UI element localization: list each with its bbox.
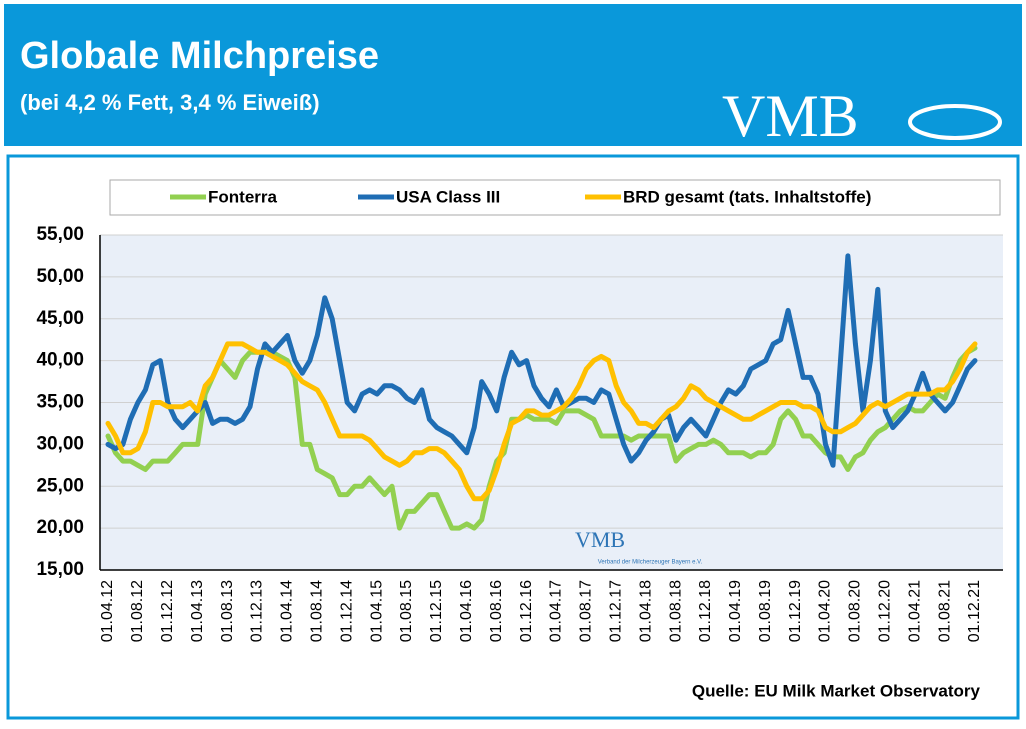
legend-label: USA Class III [396,187,500,206]
legend-label: BRD gesamt (tats. Inhaltstoffe) [623,187,871,206]
line-series [105,253,978,468]
x-tick-label: 01.08.12 [129,580,146,642]
x-tick-label: 01.12.15 [428,580,445,642]
line-series [105,341,978,502]
logo-swirl [908,104,1002,140]
x-tick-label: 01.08.20 [847,580,864,642]
subtitle: (bei 4,2 % Fett, 3,4 % Eiweiß) [20,90,320,115]
x-tick-label: 01.04.21 [906,580,923,642]
x-tick-label: 01.04.19 [727,580,744,642]
y-tick-label: 45,00 [36,308,84,329]
y-tick-label: 55,00 [36,224,84,245]
watermark: VMB [575,527,625,552]
x-tick-label: 01.04.13 [189,580,206,642]
logo: VMB [722,83,859,149]
x-tick-label: 01.12.12 [159,580,176,642]
x-tick-label: 01.04.12 [99,580,116,642]
x-tick-label: 01.04.15 [368,580,385,642]
x-tick-label: 01.04.16 [458,580,475,642]
x-tick-label: 01.12.13 [249,580,266,642]
x-tick-label: 01.12.17 [607,580,624,642]
y-tick-label: 25,00 [36,475,84,496]
y-tick-label: 40,00 [36,350,84,371]
x-tick-label: 01.08.16 [488,580,505,642]
x-tick-label: 01.08.13 [219,580,236,642]
x-tick-label: 01.12.14 [338,580,355,642]
x-tick-label: 01.04.17 [548,580,565,642]
y-tick-label: 30,00 [36,433,84,454]
x-tick-label: 01.04.14 [279,580,296,642]
x-tick-label: 01.08.18 [667,580,684,642]
x-tick-label: 01.08.17 [578,580,595,642]
x-tick-label: 01.04.20 [817,580,834,642]
x-tick-label: 01.12.18 [697,580,714,642]
x-tick-label: 01.08.19 [757,580,774,642]
title: Globale Milchpreise [20,35,379,77]
y-tick-label: 50,00 [36,266,84,287]
x-tick-label: 01.08.14 [308,580,325,642]
header [4,4,1022,146]
y-tick-label: 15,00 [36,559,84,580]
source: Quelle: EU Milk Market Observatory [692,681,981,700]
x-tick-label: 01.12.16 [518,580,535,642]
y-tick-label: 20,00 [36,517,84,538]
x-tick-label: 01.04.18 [637,580,654,642]
x-tick-label: 01.12.20 [877,580,894,642]
x-tick-label: 01.08.21 [936,580,953,642]
y-tick-label: 35,00 [36,392,84,413]
legend-label: Fonterra [208,187,278,206]
legend [109,179,1001,216]
x-tick-label: 01.12.21 [966,580,983,642]
x-tick-label: 01.08.15 [398,580,415,642]
x-tick-label: 01.12.19 [787,580,804,642]
watermark-subtitle: Verband der Milcherzeuger Bayern e.V. [598,560,703,566]
